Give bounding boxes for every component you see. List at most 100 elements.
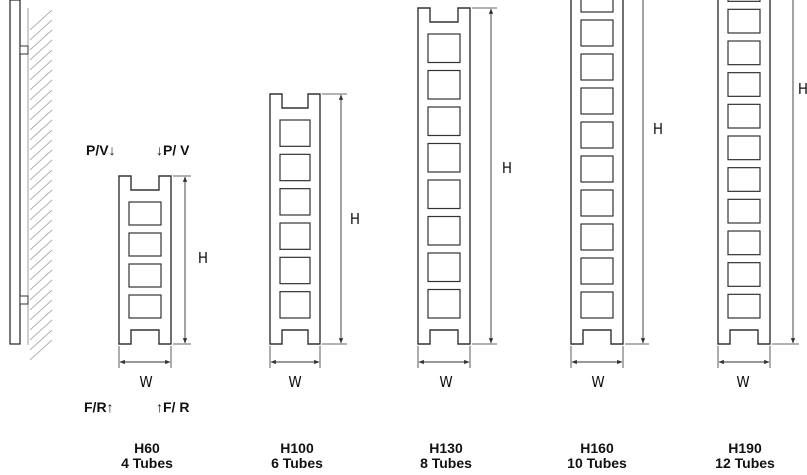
- tube-cell: [727, 103, 761, 129]
- hatch-line: [29, 139, 53, 161]
- model-tubes: 10 Tubes: [567, 455, 627, 471]
- hatch-line: [29, 269, 53, 291]
- radiator-h190: [717, 0, 799, 368]
- hatch-line: [29, 79, 53, 101]
- tube-cell: [727, 0, 761, 2]
- tube-cell: [279, 291, 311, 319]
- model-tubes: 6 Tubes: [271, 455, 323, 471]
- model-code: H190: [728, 440, 762, 456]
- model-code: H130: [429, 440, 463, 456]
- hatch-line: [29, 39, 53, 61]
- tube-cell: [128, 232, 162, 257]
- model-tubes: 4 Tubes: [121, 455, 173, 471]
- height-label-h190: H: [797, 80, 807, 98]
- height-label-h130: H: [501, 159, 513, 177]
- tube-cell: [279, 153, 311, 182]
- tube-cell: [580, 257, 614, 285]
- tube-cell: [128, 263, 162, 288]
- hatch-line: [29, 69, 53, 91]
- tube-cell: [727, 198, 761, 224]
- tube-cell: [580, 53, 614, 81]
- height-label-h160: H: [652, 120, 664, 138]
- tube-cell: [580, 223, 614, 251]
- hatch-line: [29, 339, 53, 361]
- side-view: [9, 0, 53, 361]
- tube-cell: [427, 69, 461, 100]
- hatch-line: [29, 249, 53, 271]
- connection-bottom-left: F/R↑: [84, 399, 114, 415]
- hatch-line: [29, 49, 53, 71]
- tube-cell: [279, 222, 311, 250]
- connection-bottom-right: ↑F/ R: [156, 399, 190, 415]
- hatch-line: [29, 209, 53, 231]
- hatch-line: [29, 9, 53, 31]
- tube-cell: [427, 179, 461, 210]
- hatch-line: [29, 239, 53, 261]
- tube-cell: [580, 0, 614, 13]
- model-caption-h60: H60 4 Tubes: [121, 441, 173, 471]
- hatch-line: [29, 219, 53, 241]
- hatch-line: [29, 309, 53, 331]
- tube-cell: [727, 230, 761, 256]
- hatch-line: [29, 319, 53, 341]
- hatch-line: [29, 189, 53, 211]
- tube-cell: [427, 106, 461, 137]
- tube-cell: [279, 256, 311, 285]
- hatch-line: [29, 179, 53, 201]
- height-label-h100: H: [349, 210, 361, 228]
- tube-cell: [279, 119, 311, 147]
- tube-cell: [580, 87, 614, 115]
- wall-bracket-bottom: [19, 295, 29, 305]
- tube-cell: [427, 252, 461, 283]
- hatch-line: [29, 99, 53, 121]
- model-code: H100: [280, 440, 314, 456]
- tube-cell: [427, 215, 461, 246]
- radiator-h100: [269, 93, 347, 368]
- model-caption-h160: H160 10 Tubes: [567, 441, 627, 471]
- hatch-line: [29, 129, 53, 151]
- model-tubes: 8 Tubes: [420, 455, 472, 471]
- tube-cell: [727, 8, 761, 34]
- model-caption-h130: H130 8 Tubes: [420, 441, 472, 471]
- hatch-line: [29, 199, 53, 221]
- radiator-h130: [417, 7, 497, 368]
- wall-hatching: [27, 8, 53, 361]
- width-label-h100: W: [288, 373, 302, 391]
- tube-cell: [580, 291, 614, 319]
- model-caption-h100: H100 6 Tubes: [271, 441, 323, 471]
- width-label-h190: W: [736, 373, 750, 391]
- tube-cell: [427, 142, 461, 173]
- tube-cell: [128, 201, 162, 226]
- tube-cell: [580, 19, 614, 47]
- width-label-h130: W: [439, 373, 453, 391]
- tube-cell: [128, 294, 162, 319]
- tube-cell: [727, 262, 761, 287]
- hatch-line: [29, 289, 53, 311]
- hatch-line: [29, 89, 53, 111]
- hatch-line: [29, 19, 53, 41]
- hatch-line: [29, 259, 53, 281]
- radiator-h160: [570, 0, 649, 368]
- model-code: H60: [134, 440, 160, 456]
- hatch-line: [29, 279, 53, 301]
- side-radiator-profile: [9, 0, 21, 345]
- radiator-h60: [118, 175, 191, 368]
- hatch-line: [29, 169, 53, 191]
- tube-cell: [580, 189, 614, 217]
- hatch-line: [29, 59, 53, 81]
- tube-cell: [727, 72, 761, 97]
- tube-cell: [727, 40, 761, 66]
- hatch-line: [29, 29, 53, 51]
- tube-cell: [427, 33, 461, 64]
- tube-cell: [279, 188, 311, 216]
- hatch-line: [29, 299, 53, 321]
- tube-cell: [727, 135, 761, 161]
- tube-cell: [427, 288, 461, 319]
- model-tubes: 12 Tubes: [715, 455, 775, 471]
- hatch-line: [29, 229, 53, 251]
- tube-cell: [580, 121, 614, 149]
- hatch-line: [29, 329, 53, 351]
- radiator-outline: [118, 175, 172, 345]
- model-caption-h190: H190 12 Tubes: [715, 441, 775, 471]
